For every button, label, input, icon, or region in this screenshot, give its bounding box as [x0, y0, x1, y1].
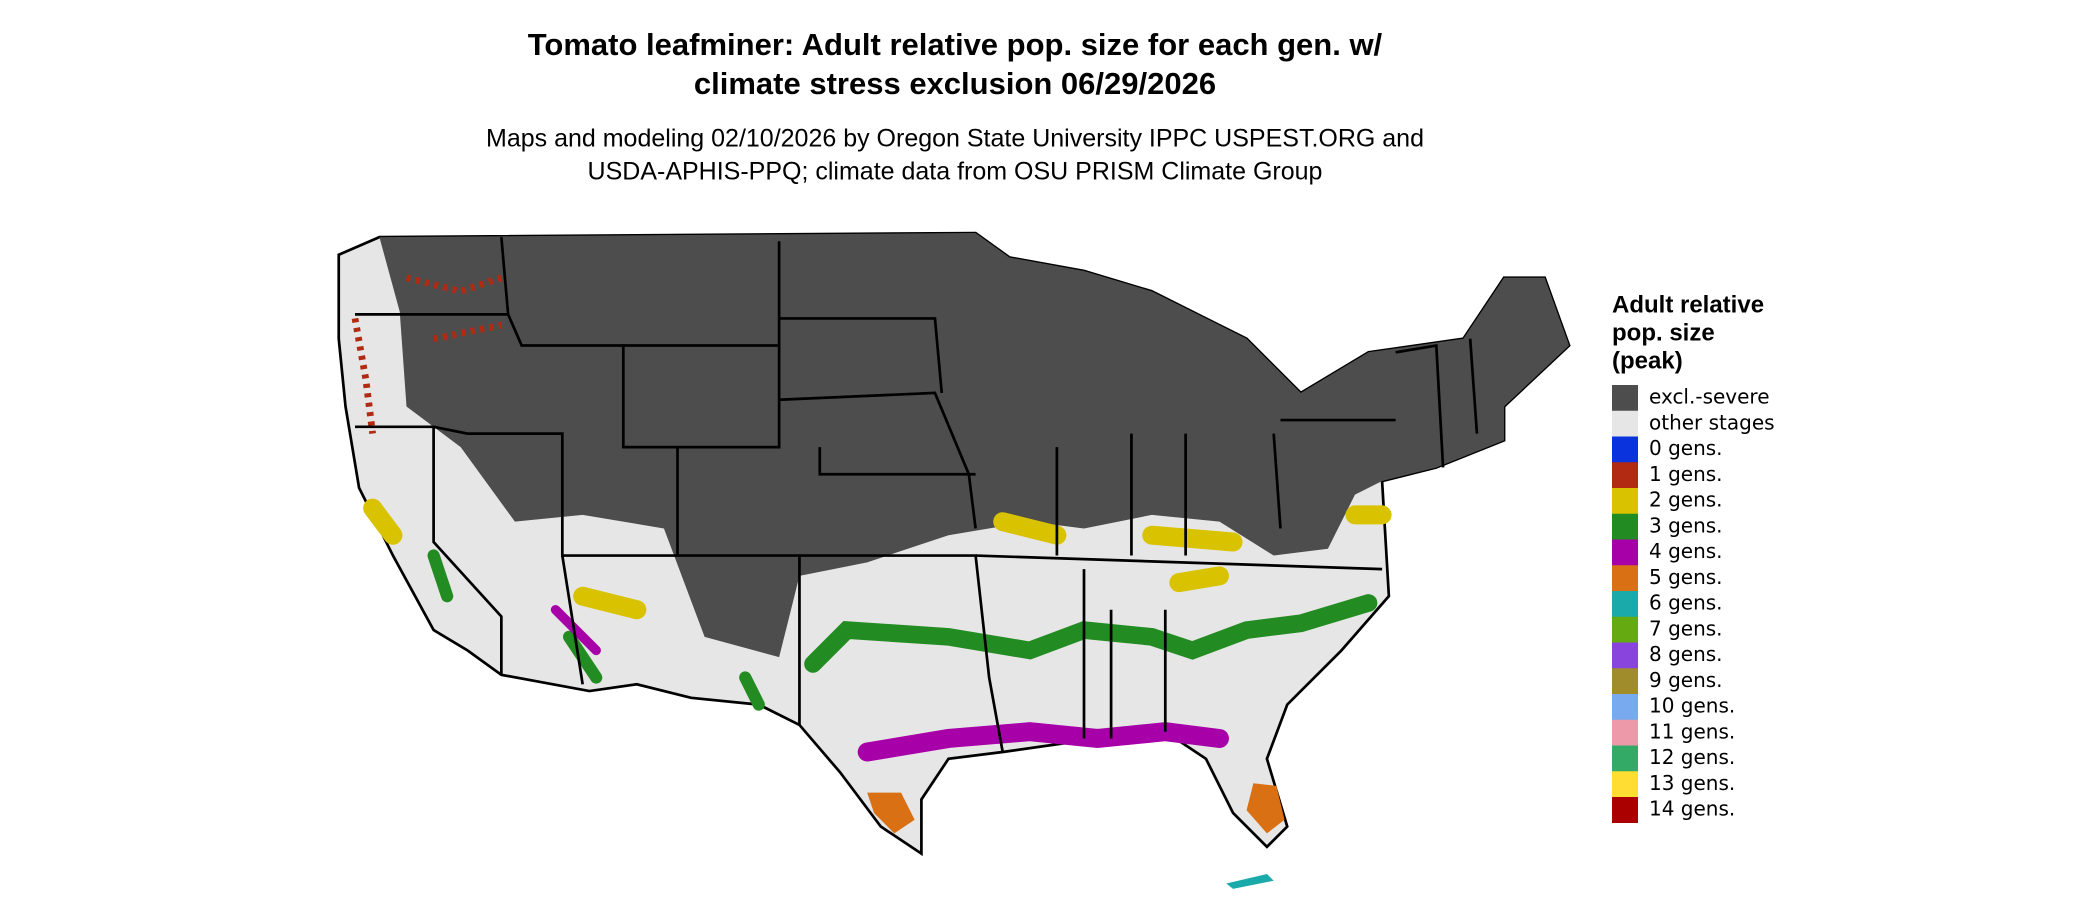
subtitle: USDA-APHIS-PPQ; climate data from OSU PR… — [588, 158, 1323, 186]
legend-label: 0 gens. — [1649, 436, 1723, 460]
legend-swatch — [1612, 462, 1638, 489]
title: climate stress exclusion 06/29/2026 — [694, 66, 1216, 101]
magenta-zone — [550, 605, 601, 656]
legend-label: other stages — [1649, 410, 1775, 434]
subtitle: Maps and modeling 02/10/2026 by Oregon S… — [486, 125, 1424, 153]
legend-swatch — [1612, 719, 1638, 746]
legend-swatch — [1612, 410, 1638, 437]
legend-swatch — [1612, 797, 1638, 823]
legend-label: 13 gens. — [1649, 771, 1735, 795]
legend-label: excl.-severe — [1649, 385, 1770, 409]
legend-label: 10 gens. — [1649, 694, 1735, 718]
cyan-zone — [1226, 873, 1274, 889]
map — [337, 231, 1571, 889]
legend-swatch — [1612, 591, 1638, 617]
legend-label: 9 gens. — [1649, 668, 1723, 692]
legend-swatch — [1612, 771, 1638, 798]
legend-label: 5 gens. — [1649, 565, 1723, 589]
red-zone — [351, 274, 503, 435]
legend-swatch — [1612, 642, 1638, 669]
legend-label: 6 gens. — [1649, 591, 1723, 615]
legend-swatch — [1612, 668, 1638, 695]
orange-zone — [1246, 783, 1285, 834]
legend-label: 2 gens. — [1649, 488, 1723, 512]
legend-swatch — [1612, 694, 1638, 720]
legend-label: 14 gens. — [1649, 797, 1735, 821]
legend-label: 7 gens. — [1649, 616, 1723, 640]
legend-swatch — [1612, 539, 1638, 566]
legend-title: (peak) — [1612, 347, 1683, 374]
title: Tomato leafminer: Adult relative pop. si… — [528, 27, 1383, 62]
green-zone — [427, 549, 765, 711]
legend-label: 4 gens. — [1649, 539, 1723, 563]
legend-title: Adult relative — [1612, 291, 1764, 318]
legend-label: 11 gens. — [1649, 719, 1735, 743]
yellow-zone — [363, 498, 1392, 620]
green-zone — [804, 594, 1378, 673]
legend-title: pop. size — [1612, 319, 1715, 346]
state-borders — [355, 237, 1479, 753]
magenta-zone — [857, 722, 1229, 762]
legend-label: 12 gens. — [1649, 745, 1735, 769]
orange-zone — [867, 792, 915, 834]
legend-label: 8 gens. — [1649, 642, 1723, 666]
legend-swatch — [1612, 513, 1638, 540]
legend-label: 3 gens. — [1649, 513, 1723, 537]
legend-swatch — [1612, 436, 1638, 463]
legend-label: 1 gens. — [1649, 462, 1723, 486]
legend-swatch — [1612, 385, 1638, 411]
legend-swatch — [1612, 616, 1638, 643]
legend-swatch — [1612, 745, 1638, 772]
legend-swatch — [1612, 488, 1638, 514]
legend-swatch — [1612, 565, 1638, 592]
